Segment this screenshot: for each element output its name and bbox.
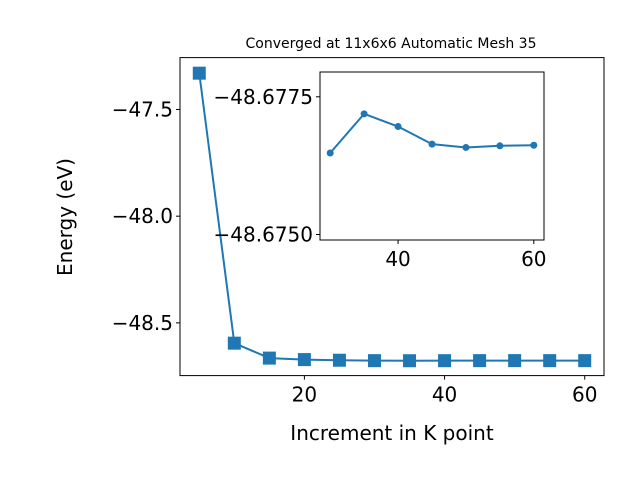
main-series [192,66,592,368]
inset-plot-frame [319,71,545,241]
inset-y-tick-label: −48.6775 [214,85,313,109]
main-y-ticks: −47.5 −48.0 −48.5 [112,97,180,335]
inset-y-ticks: −48.6775 −48.6750 [214,85,320,246]
inset-series [326,110,538,157]
chart-title: Converged at 11x6x6 Automatic Mesh 35 [246,36,537,52]
inset-x-ticks: 40 60 [385,240,547,271]
main-data-point [262,351,276,365]
main-data-point [332,353,346,367]
y-axis-label: Energy (eV) [53,158,77,276]
main-data-point [438,354,452,368]
inset-data-point [428,140,436,148]
main-data-point [508,354,522,368]
main-x-ticks: 20 40 60 [292,375,597,407]
main-data-point [578,354,592,368]
main-y-tick-label: −47.5 [112,97,173,121]
main-data-point [297,353,311,367]
inset-y-tick-label: −48.6750 [214,222,313,246]
main-y-tick-label: −48.0 [112,204,173,228]
inset-data-point [394,123,402,131]
inset-data-point [530,141,538,149]
main-y-tick-label: −48.5 [112,311,173,335]
inset-x-tick-label: 60 [521,247,546,271]
inset-plot: 40 60 −48.6775 −48.6750 [214,71,547,271]
inset-x-tick-label: 40 [385,247,410,271]
main-plot: Converged at 11x6x6 Automatic Mesh 35 20… [53,36,605,445]
main-x-tick-label: 60 [572,383,597,407]
inset-data-point [462,143,470,151]
x-axis-label: Increment in K point [290,421,494,445]
main-data-point [227,336,241,350]
main-x-tick-label: 40 [432,383,457,407]
main-data-point [403,354,417,368]
inset-data-point [360,110,368,118]
main-data-point [543,354,557,368]
main-x-tick-label: 20 [292,383,317,407]
inset-data-point [326,149,334,157]
main-data-point [367,354,381,368]
main-data-point [473,354,487,368]
main-data-point [192,66,206,80]
inset-data-point [496,142,504,150]
